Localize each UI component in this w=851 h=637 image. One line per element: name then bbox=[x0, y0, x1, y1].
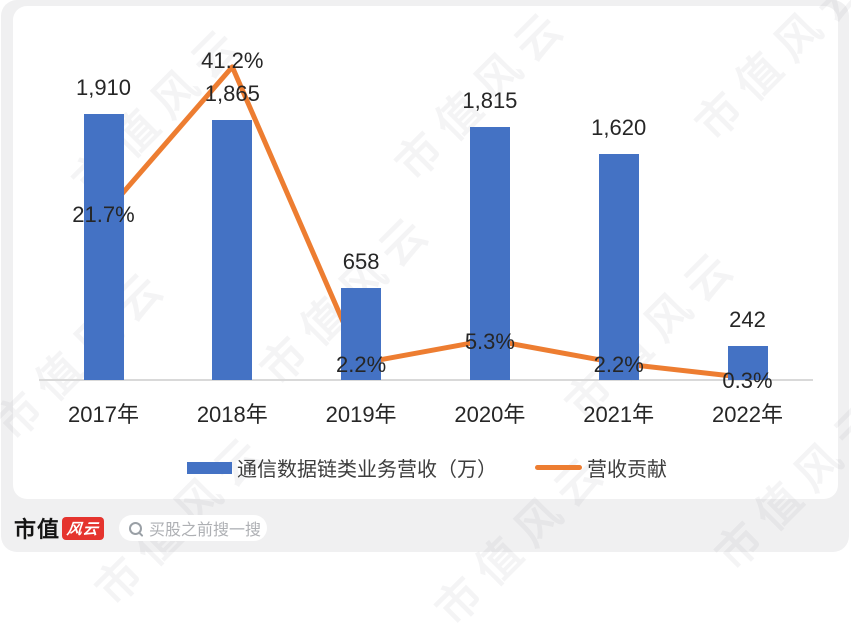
line-percent-label: 0.3% bbox=[722, 367, 773, 393]
x-tick-2021年: 2021年 bbox=[583, 402, 655, 427]
x-tick-2020年: 2020年 bbox=[454, 402, 526, 427]
bar-value-label: 242 bbox=[729, 306, 766, 332]
x-tick-2022年: 2022年 bbox=[712, 402, 783, 427]
line-percent-label: 2.2% bbox=[336, 352, 387, 378]
search-placeholder: 买股之前搜一搜 bbox=[149, 522, 262, 539]
legend: 通信数据链类业务营收（万） 营收贡献 bbox=[187, 455, 667, 481]
bar-value-label: 1,815 bbox=[462, 87, 518, 113]
bar-value-label: 1,865 bbox=[204, 80, 260, 106]
footer-bar: 市值 风云 买股之前搜一搜 bbox=[14, 513, 268, 543]
legend-line-label: 营收贡献 bbox=[587, 459, 667, 481]
line-series bbox=[101, 64, 750, 381]
bar-2019年 bbox=[341, 288, 382, 380]
x-tick-2018年: 2018年 bbox=[196, 402, 268, 427]
line-percent-label: 2.2% bbox=[593, 352, 644, 378]
bar-value-label: 1,620 bbox=[591, 114, 647, 140]
page-background: 通信数据链类业务营收（万） 营收贡献 1,910 2017年 1,865 2018年 6… bbox=[1, 0, 849, 552]
search-icon bbox=[129, 521, 143, 535]
bar-2021年 bbox=[598, 154, 639, 380]
bar-2020年 bbox=[469, 127, 510, 380]
line-percent-label: 41.2% bbox=[201, 47, 264, 73]
plot-area: 通信数据链类业务营收（万） 营收贡献 1,910 2017年 1,865 2018年 6… bbox=[13, 6, 838, 499]
line-percent-label: 21.7% bbox=[72, 202, 135, 228]
brand-logo-badge: 风云 bbox=[62, 516, 105, 540]
bar-2017年 bbox=[83, 114, 124, 380]
legend-bar-label: 通信数据链类业务营收（万） bbox=[237, 459, 497, 481]
x-axis-line bbox=[39, 379, 813, 381]
legend-line-swatch bbox=[535, 465, 582, 470]
legend-bar-swatch bbox=[187, 461, 232, 474]
line-percent-label: 5.3% bbox=[464, 328, 515, 354]
bar-2022年 bbox=[727, 346, 768, 380]
bar-value-label: 658 bbox=[342, 248, 380, 274]
bar-2018年 bbox=[212, 120, 253, 380]
chart-card: 通信数据链类业务营收（万） 营收贡献 1,910 2017年 1,865 2018年 6… bbox=[13, 6, 838, 499]
search-bar[interactable]: 买股之前搜一搜 bbox=[119, 515, 268, 541]
brand-name: 市值 bbox=[14, 517, 61, 542]
x-tick-2019年: 2019年 bbox=[325, 402, 397, 427]
revenue-contribution-line bbox=[101, 64, 750, 381]
bar-value-label: 1,910 bbox=[75, 74, 132, 100]
x-tick-2017年: 2017年 bbox=[68, 402, 139, 427]
brand-logo-text: 风云 bbox=[66, 520, 100, 538]
